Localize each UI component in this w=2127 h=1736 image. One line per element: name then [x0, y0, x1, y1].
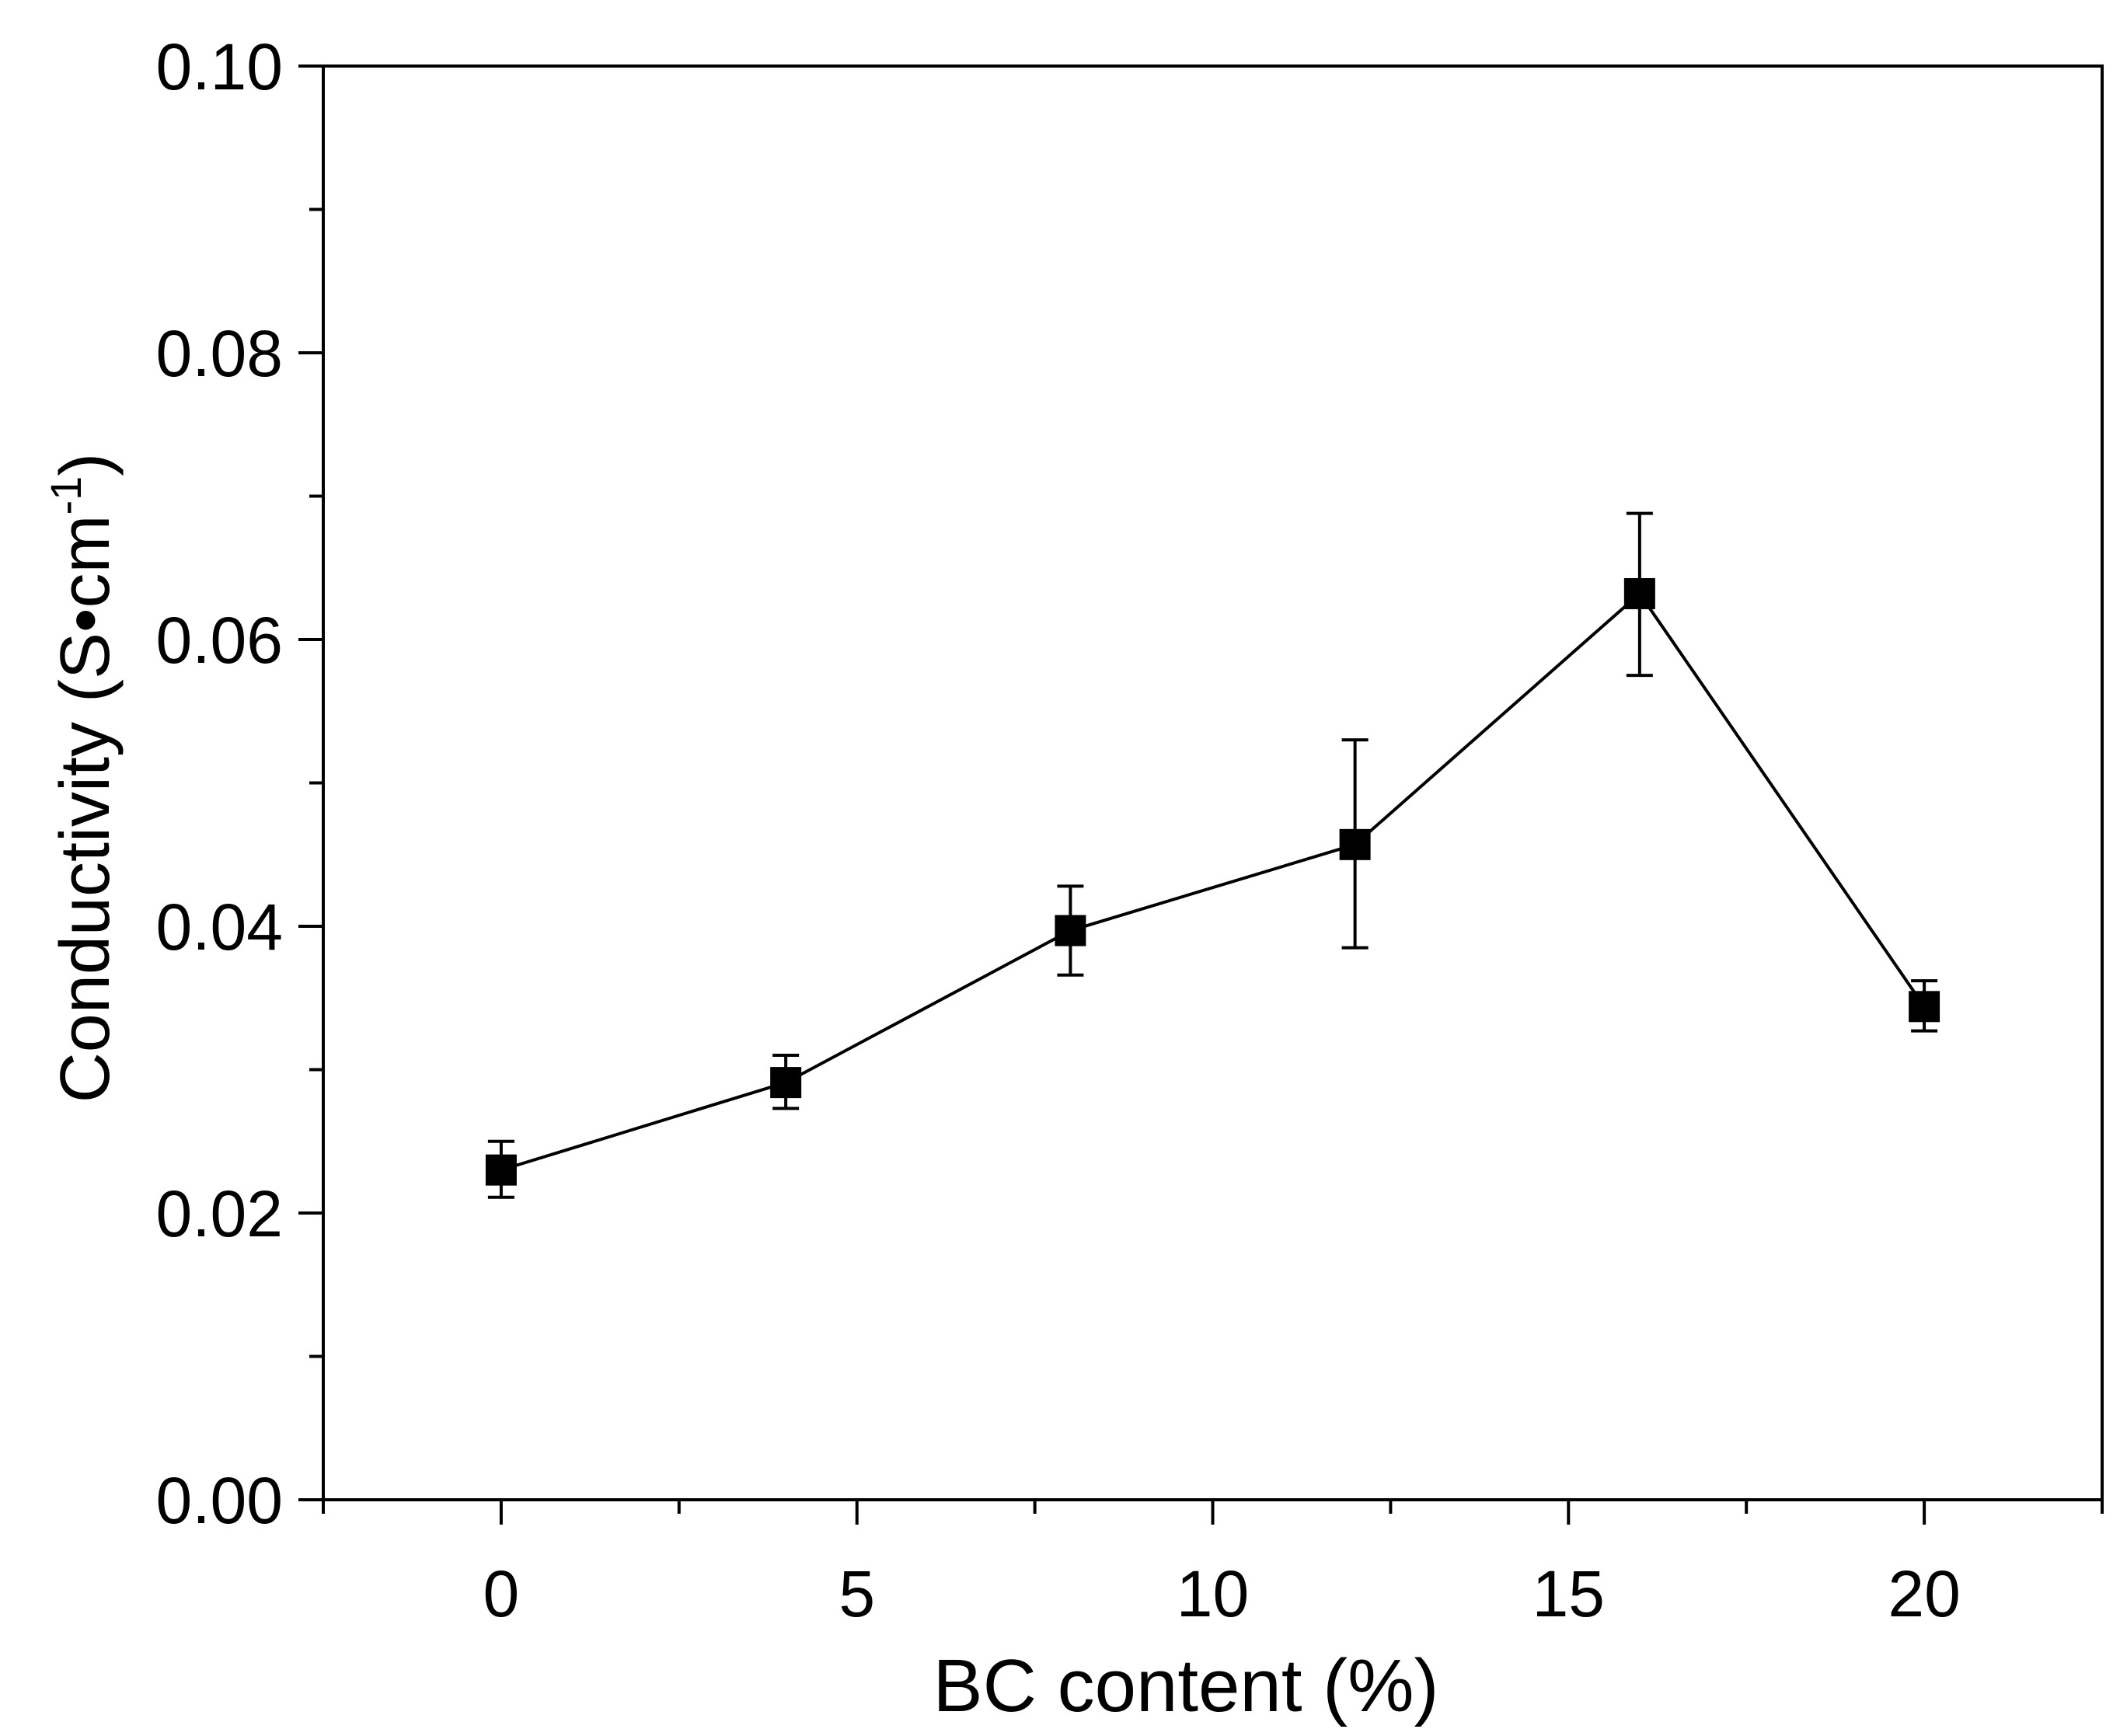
y-axis-label: Conductivity (S•cm-1) — [41, 453, 124, 1103]
data-point — [485, 1154, 517, 1186]
y-axis-label-close: ) — [47, 453, 124, 476]
y-tick-label: 0.00 — [156, 1464, 284, 1537]
y-tick-label: 0.06 — [156, 604, 284, 677]
y-tick-label: 0.02 — [156, 1177, 284, 1250]
data-point — [1339, 828, 1371, 860]
x-tick-label: 0 — [483, 1557, 520, 1630]
y-axis-label-superscript: -1 — [41, 476, 90, 515]
x-axis-label: BC content (%) — [933, 1644, 1439, 1727]
series-line — [500, 591, 1926, 1172]
tick-labels: 0 5 10 15 20 0.00 0.02 0.04 0.06 0.08 0.10 — [156, 30, 1961, 1630]
axis-ticks — [298, 64, 2104, 1525]
x-tick-label: 15 — [1532, 1557, 1605, 1630]
data-series — [485, 511, 1940, 1199]
data-point — [1623, 577, 1655, 609]
data-point — [770, 1067, 802, 1099]
data-point — [1909, 991, 1940, 1023]
x-tick-label: 20 — [1888, 1557, 1960, 1630]
data-point — [1055, 915, 1086, 946]
x-tick-label: 10 — [1177, 1557, 1249, 1630]
axes — [322, 64, 2104, 1501]
y-tick-label: 0.08 — [156, 317, 284, 390]
y-tick-label: 0.04 — [156, 891, 284, 964]
x-tick-label: 5 — [839, 1557, 875, 1630]
plot-frame — [322, 64, 2104, 1501]
y-axis-label-main: Conductivity (S•cm — [47, 515, 124, 1103]
y-tick-label: 0.10 — [156, 30, 284, 103]
